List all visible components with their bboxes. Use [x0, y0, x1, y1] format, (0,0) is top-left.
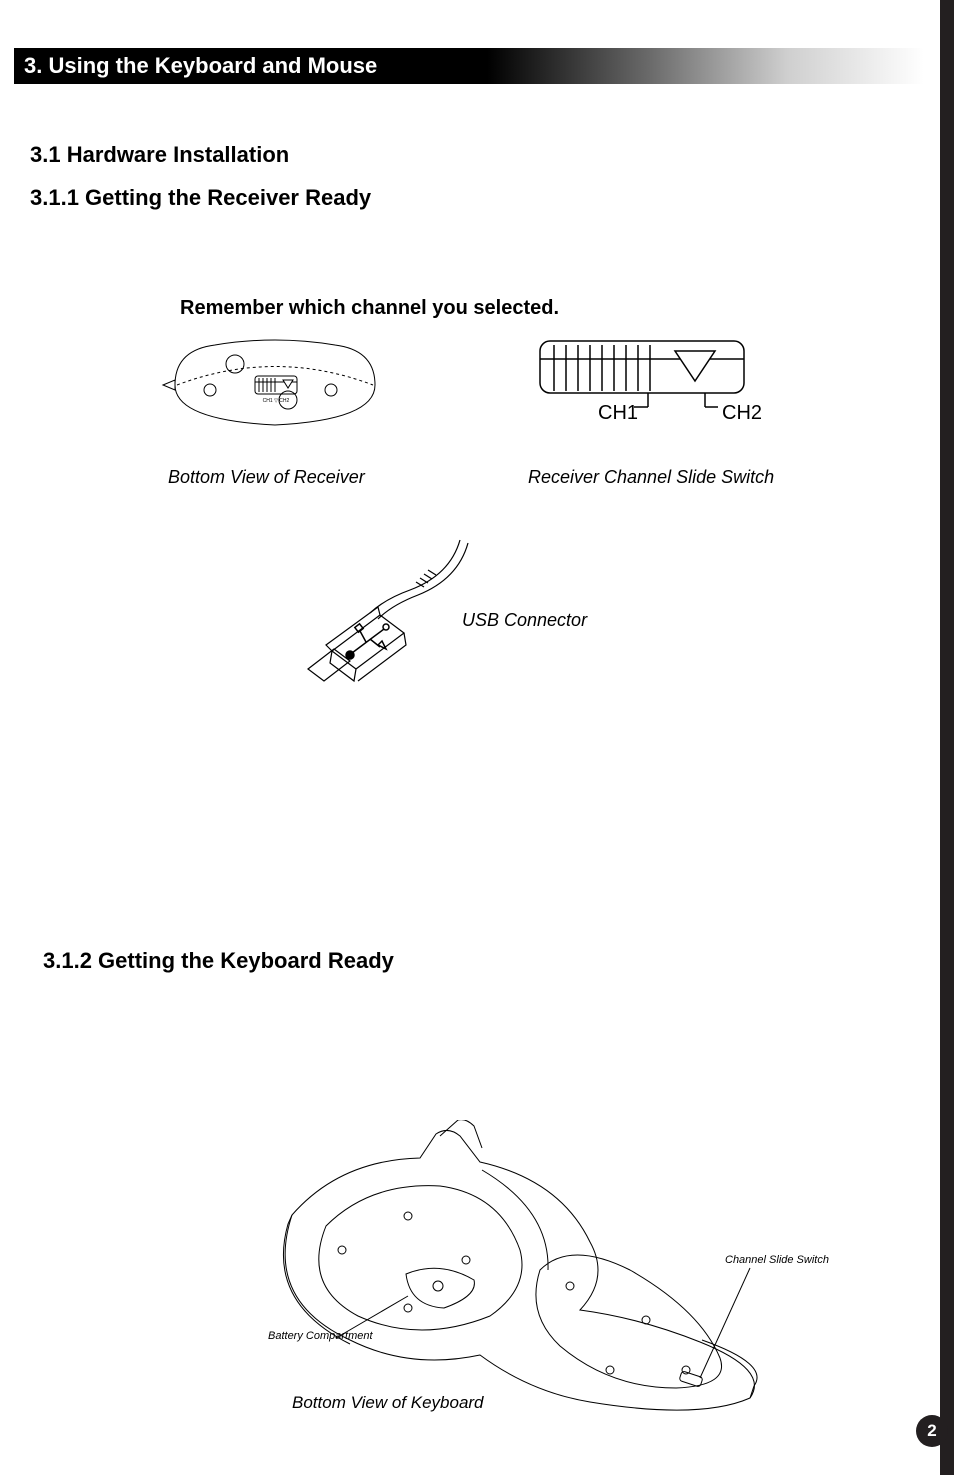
ch1-label: CH1	[598, 402, 638, 424]
heading-3-1-2: 3.1.2 Getting the Keyboard Ready	[43, 948, 394, 974]
receiver-bottom-svg: CH1 ▽ CH2	[155, 330, 395, 430]
receiver-switch-svg: CH1 CH2	[530, 335, 780, 430]
figure-keyboard-bottom	[230, 1120, 790, 1420]
section-title-bar: 3. Using the Keyboard and Mouse	[14, 48, 924, 84]
page-number: 2	[927, 1421, 936, 1441]
ch2-label: CH2	[722, 402, 762, 424]
keyboard-battery-label: Battery Compartment	[268, 1330, 373, 1342]
keyboard-bottom-svg	[230, 1120, 790, 1420]
remember-note: Remember which channel you selected.	[180, 297, 559, 320]
caption-receiver-bottom: Bottom View of Receiver	[168, 467, 365, 488]
page-number-badge: 2	[916, 1415, 948, 1447]
caption-receiver-switch: Receiver Channel Slide Switch	[528, 467, 774, 488]
right-border	[940, 0, 954, 1475]
section-title: 3. Using the Keyboard and Mouse	[24, 53, 377, 79]
svg-text:CH1 ▽ CH2: CH1 ▽ CH2	[263, 398, 290, 404]
keyboard-channel-label: Channel Slide Switch	[725, 1254, 829, 1266]
figure-receiver-switch: CH1 CH2	[530, 335, 780, 430]
heading-3-1: 3.1 Hardware Installation	[30, 142, 289, 168]
heading-3-1-1: 3.1.1 Getting the Receiver Ready	[30, 185, 371, 211]
caption-keyboard-bottom: Bottom View of Keyboard	[292, 1393, 484, 1413]
figure-receiver-bottom: CH1 ▽ CH2	[155, 330, 395, 430]
page: 3. Using the Keyboard and Mouse 3.1 Hard…	[0, 0, 954, 1475]
usb-connector-label: USB Connector	[462, 610, 587, 631]
